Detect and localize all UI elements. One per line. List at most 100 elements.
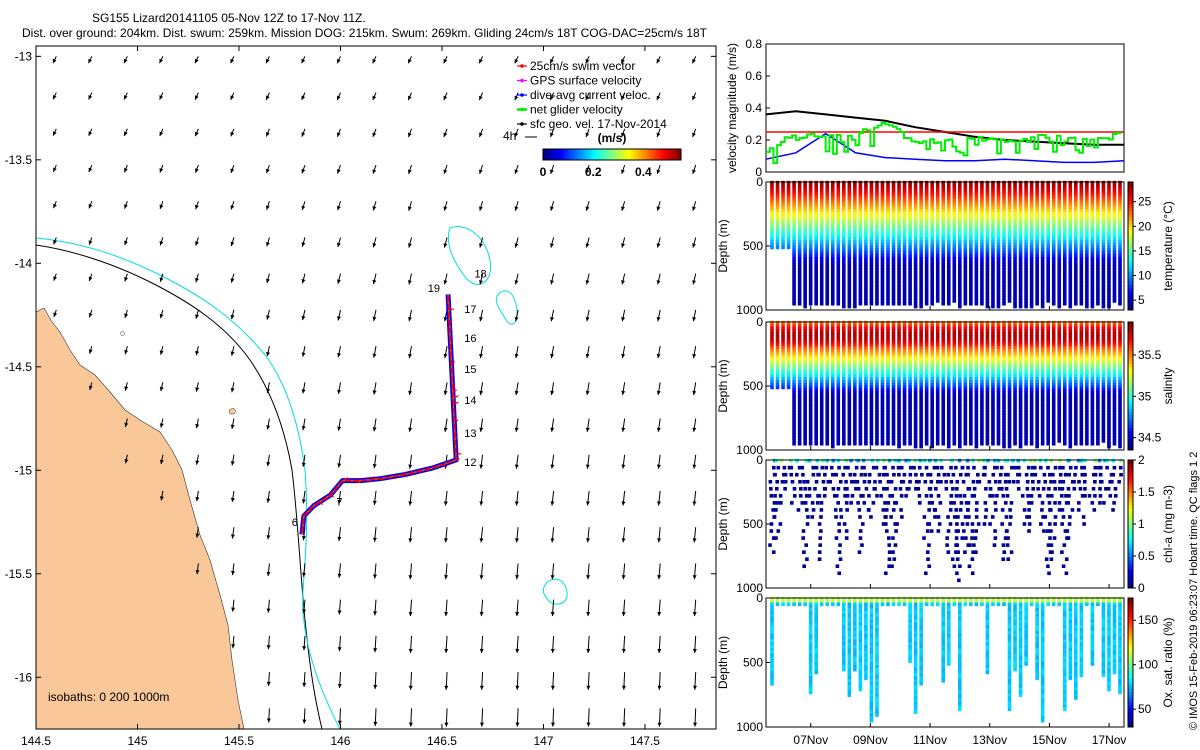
data-point — [1112, 299, 1117, 303]
geo-vector-head — [124, 131, 128, 136]
geo-vector-head — [266, 351, 271, 357]
data-point — [775, 245, 780, 250]
geo-vector-head — [266, 388, 271, 393]
data-point — [1101, 304, 1106, 309]
geo-vector-head — [443, 353, 448, 359]
geo-vector-head — [88, 167, 93, 173]
geo-vector-head — [266, 461, 271, 467]
geo-vector-head — [515, 611, 520, 617]
data-point — [1035, 301, 1039, 306]
geo-vector-head — [230, 58, 235, 64]
colorbar-cell — [1128, 290, 1133, 295]
data-point — [858, 301, 863, 306]
geo-vector-head — [159, 423, 164, 428]
geo-vector-head — [230, 534, 235, 539]
geo-vector-head — [302, 646, 307, 651]
data-point — [864, 301, 868, 306]
geo-vector-head — [408, 58, 412, 64]
data-point — [919, 444, 923, 449]
data-point — [1051, 301, 1056, 306]
data-point — [1118, 301, 1122, 306]
geo-vector-head — [124, 422, 129, 427]
data-point — [969, 301, 973, 306]
data-point — [946, 301, 951, 306]
colorbar-cell — [1128, 303, 1133, 308]
colorbar-label: temperature (°C) — [1161, 201, 1175, 291]
data-point — [770, 385, 774, 390]
colorbar-cell — [1128, 236, 1133, 241]
geo-vector-head — [372, 316, 377, 321]
geo-vector-head — [443, 427, 448, 432]
geo-vector-head — [408, 722, 413, 727]
geo-vector-head — [550, 243, 554, 248]
geo-vector-head — [479, 575, 484, 580]
geo-vector-head — [514, 464, 519, 469]
geo-vector-head — [301, 168, 306, 174]
geo-vector-head — [443, 501, 448, 506]
geo-vector-head — [124, 459, 129, 464]
data-point — [1029, 304, 1034, 309]
geo-vector-head — [514, 316, 519, 322]
data-point — [825, 301, 830, 306]
geo-vector-head — [337, 610, 342, 615]
colorbar-cell — [1128, 223, 1133, 228]
geo-vector-head — [301, 132, 306, 137]
geo-vector-head — [372, 169, 377, 174]
geo-vector-head — [230, 424, 235, 429]
geo-vector-head — [550, 169, 554, 174]
colorbar-cell — [1128, 210, 1133, 215]
geo-vector-head — [53, 239, 57, 245]
data-point — [797, 441, 802, 446]
geo-vector-head — [302, 609, 307, 614]
geo-vector-head — [302, 572, 307, 577]
geo-vector-head — [301, 389, 306, 394]
geo-vector-head — [337, 500, 342, 505]
geo-vector-head — [159, 95, 164, 100]
geo-vector-head — [407, 132, 412, 138]
colorbar-cell — [1128, 242, 1133, 247]
geo-vector-head — [585, 132, 590, 138]
geo-vector-head — [514, 132, 519, 138]
colorbar-cell — [1128, 194, 1133, 199]
geo-vector-head — [585, 316, 590, 322]
data-point — [991, 304, 995, 309]
colorbar-cell — [1128, 265, 1133, 269]
geo-vector-head — [621, 316, 626, 322]
geo-vector-head — [444, 648, 449, 653]
data-point — [1024, 304, 1028, 309]
geo-vector-head — [159, 277, 164, 282]
geo-vector-head — [88, 95, 93, 100]
geo-vector-head — [443, 169, 448, 174]
geo-vector-head — [266, 425, 271, 430]
geo-vector-head — [337, 58, 341, 64]
data-point — [930, 301, 934, 306]
geo-vector-head — [301, 352, 306, 357]
geo-vector-head — [195, 570, 200, 575]
geo-vector-head — [337, 352, 342, 358]
geo-vector-head — [586, 611, 591, 617]
geo-vector-head — [408, 611, 413, 617]
y-tick-label: 0.2 — [745, 133, 762, 147]
data-point — [864, 441, 868, 446]
geo-vector-head — [443, 390, 448, 395]
geo-vector-head — [88, 276, 93, 282]
geo-vector-head — [515, 538, 519, 543]
geo-vector-head — [656, 390, 661, 395]
geo-vector-head — [515, 648, 520, 653]
geo-vector-head — [88, 349, 93, 354]
geo-vector-head — [585, 390, 590, 395]
geo-vector-head — [621, 685, 626, 690]
data-point — [819, 441, 824, 446]
geo-vector-head — [337, 426, 342, 431]
data-point — [913, 444, 918, 449]
y-tick-label: 0 — [756, 175, 763, 189]
geo-vector-head — [159, 58, 164, 64]
geo-vector-head — [478, 206, 483, 211]
geo-vector-head — [124, 277, 128, 282]
geo-vector-head — [337, 573, 342, 578]
colorbar-cell — [1128, 268, 1133, 273]
geo-vector-head — [550, 280, 554, 285]
geo-vector-head — [302, 719, 307, 724]
geo-vector-head — [194, 95, 199, 100]
